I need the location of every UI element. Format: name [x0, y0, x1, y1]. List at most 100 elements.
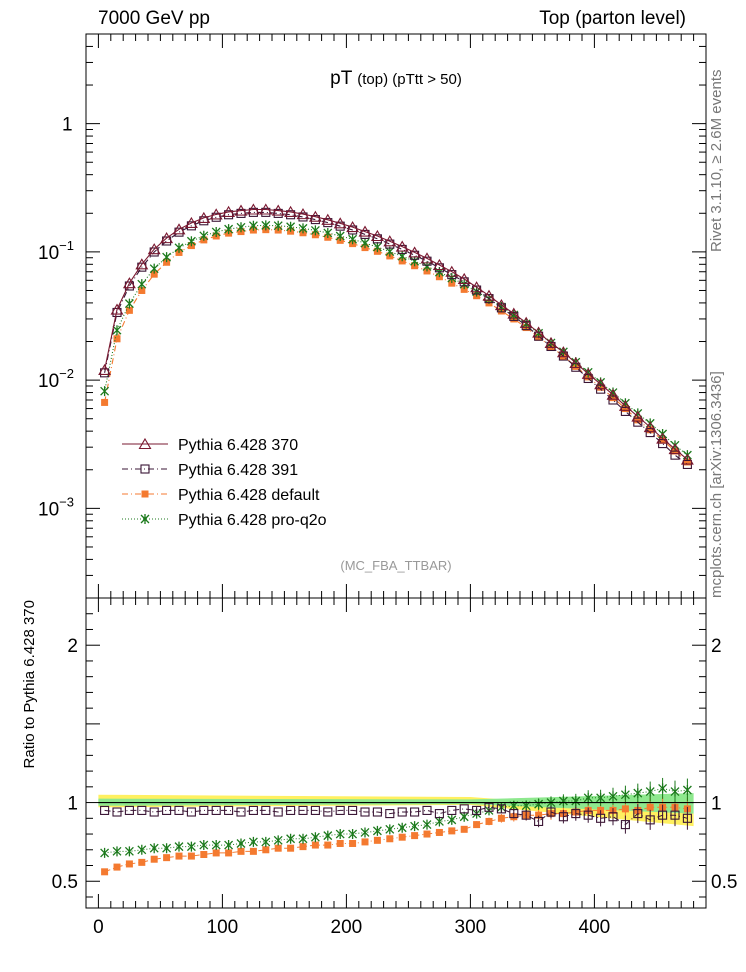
- data-point-series-0: [618, 399, 632, 411]
- data-point-series-0: [656, 432, 670, 444]
- data-point-series-3: [248, 220, 258, 231]
- ratio-point-series-1: [112, 807, 122, 817]
- ratio-point-series-1: [186, 807, 196, 817]
- data-point-series-0: [420, 252, 434, 264]
- ratio-point-series-1: [620, 820, 630, 830]
- ratio-point-series-3: [596, 792, 606, 803]
- data-point-series-0: [494, 298, 508, 311]
- ratio-point-series-1: [571, 809, 581, 819]
- ratio-point-series-3: [162, 843, 172, 854]
- ratio-point-series-3: [422, 819, 432, 830]
- data-point-series-2: [634, 416, 642, 424]
- ratio-point-series-3: [583, 792, 593, 803]
- data-point-series-0: [631, 410, 645, 422]
- ratio-point-series-3: [174, 841, 184, 852]
- ratio-point-series-1: [286, 805, 296, 815]
- ratio-point-series-1: [608, 812, 618, 822]
- data-point-series-3: [298, 223, 308, 234]
- data-point-series-1: [670, 450, 680, 460]
- data-point-series-0: [383, 235, 397, 247]
- ratio-point-series-3: [645, 786, 655, 797]
- data-point-series-2: [609, 394, 617, 402]
- ratio-point-series-2: [535, 811, 543, 819]
- ratio-point-series-1: [273, 807, 283, 817]
- ratio-point-series-1: [521, 810, 531, 820]
- data-point-series-2: [646, 426, 654, 434]
- ratio-y-tick-label: 0.5: [52, 872, 78, 893]
- ratio-point-series-2: [497, 814, 505, 822]
- ratio-point-series-3: [385, 824, 395, 835]
- ratio-y-tick-label-right: 1: [711, 794, 722, 815]
- data-point-series-0: [482, 289, 496, 301]
- ratio-y-tick-label: 1: [67, 794, 78, 815]
- data-point-series-3: [186, 236, 196, 247]
- data-point-series-3: [459, 279, 469, 290]
- ratio-point-series-2: [262, 846, 270, 854]
- ratio-point-series-1: [546, 807, 556, 817]
- data-point-series-0: [135, 258, 149, 270]
- data-point-series-0: [234, 204, 248, 216]
- data-point-series-3: [273, 220, 283, 231]
- ratio-point-series-1: [261, 805, 271, 815]
- legend-label: Pythia 6.428 370: [178, 437, 298, 454]
- data-point-series-0: [519, 316, 533, 328]
- data-point-series-0: [122, 277, 136, 289]
- data-point-series-3: [149, 263, 159, 274]
- data-point-series-3: [335, 230, 345, 241]
- ratio-point-series-2: [386, 835, 394, 843]
- ratio-y-tick-label-right: 2: [711, 636, 722, 657]
- ratio-point-series-1: [335, 805, 345, 815]
- data-point-series-0: [147, 243, 161, 255]
- ratio-point-series-2: [361, 838, 369, 846]
- data-point-series-0: [507, 307, 521, 319]
- data-point-series-0: [333, 217, 347, 229]
- data-point-series-3: [224, 224, 234, 235]
- data-point-series-0: [581, 367, 595, 379]
- ratio-point-series-1: [472, 805, 482, 815]
- data-point-series-0: [643, 421, 657, 433]
- ratio-point-series-3: [298, 833, 308, 844]
- ratio-point-series-1: [162, 805, 172, 815]
- data-point-series-2: [150, 270, 158, 278]
- ratio-point-series-1: [310, 805, 320, 815]
- ratio-point-series-3: [310, 832, 320, 843]
- ratio-point-series-3: [571, 795, 581, 806]
- ratio-point-series-2: [473, 821, 481, 829]
- ratio-point-series-2: [311, 841, 319, 849]
- main-panel: 10−3 10−2 10−1 1 pT (top) (pTtt > 50) (MC_FBA…: [38, 33, 707, 599]
- ratio-y-tick-label: 2: [67, 636, 78, 657]
- data-point-series-3: [261, 220, 271, 231]
- data-point-series-3: [360, 238, 370, 249]
- ratio-point-series-3: [236, 838, 246, 849]
- data-point-series-3: [236, 222, 246, 233]
- ratio-panel: 0.5 0.5 1 1 2 2 0 100 200 300 400 Ratio to Pythia 6…: [21, 597, 737, 938]
- data-point-series-3: [286, 221, 296, 232]
- ratio-frame: [85, 597, 707, 909]
- legend-marker: [140, 464, 150, 474]
- ratio-point-series-1: [372, 807, 382, 817]
- y-tick-label: 10−3: [38, 494, 74, 520]
- ratio-point-series-1: [397, 807, 407, 817]
- data-point-series-0: [370, 229, 384, 242]
- ratio-point-series-3: [534, 799, 544, 810]
- data-point-series-0: [594, 378, 608, 390]
- ratio-point-series-1: [583, 810, 593, 820]
- data-point-series-3: [100, 386, 110, 397]
- ratio-point-series-3: [633, 788, 643, 799]
- x-tick-label: 400: [579, 917, 611, 938]
- ratio-point-series-1: [236, 807, 246, 817]
- legend-marker: [138, 437, 152, 450]
- ratio-point-series-1: [174, 805, 184, 815]
- ratio-point-series-1: [459, 804, 469, 814]
- ratio-uncertainty-band-inner: [98, 793, 694, 814]
- ratio-point-series-2: [237, 847, 245, 855]
- ratio-point-series-2: [212, 849, 220, 857]
- data-point-series-0: [445, 265, 459, 277]
- data-point-series-3: [112, 325, 122, 336]
- data-point-series-3: [162, 252, 172, 263]
- data-point-series-0: [606, 388, 620, 400]
- ratio-point-series-2: [225, 849, 233, 857]
- ratio-point-series-3: [100, 847, 110, 858]
- ratio-point-series-3: [558, 795, 568, 806]
- data-point-series-0: [569, 356, 583, 369]
